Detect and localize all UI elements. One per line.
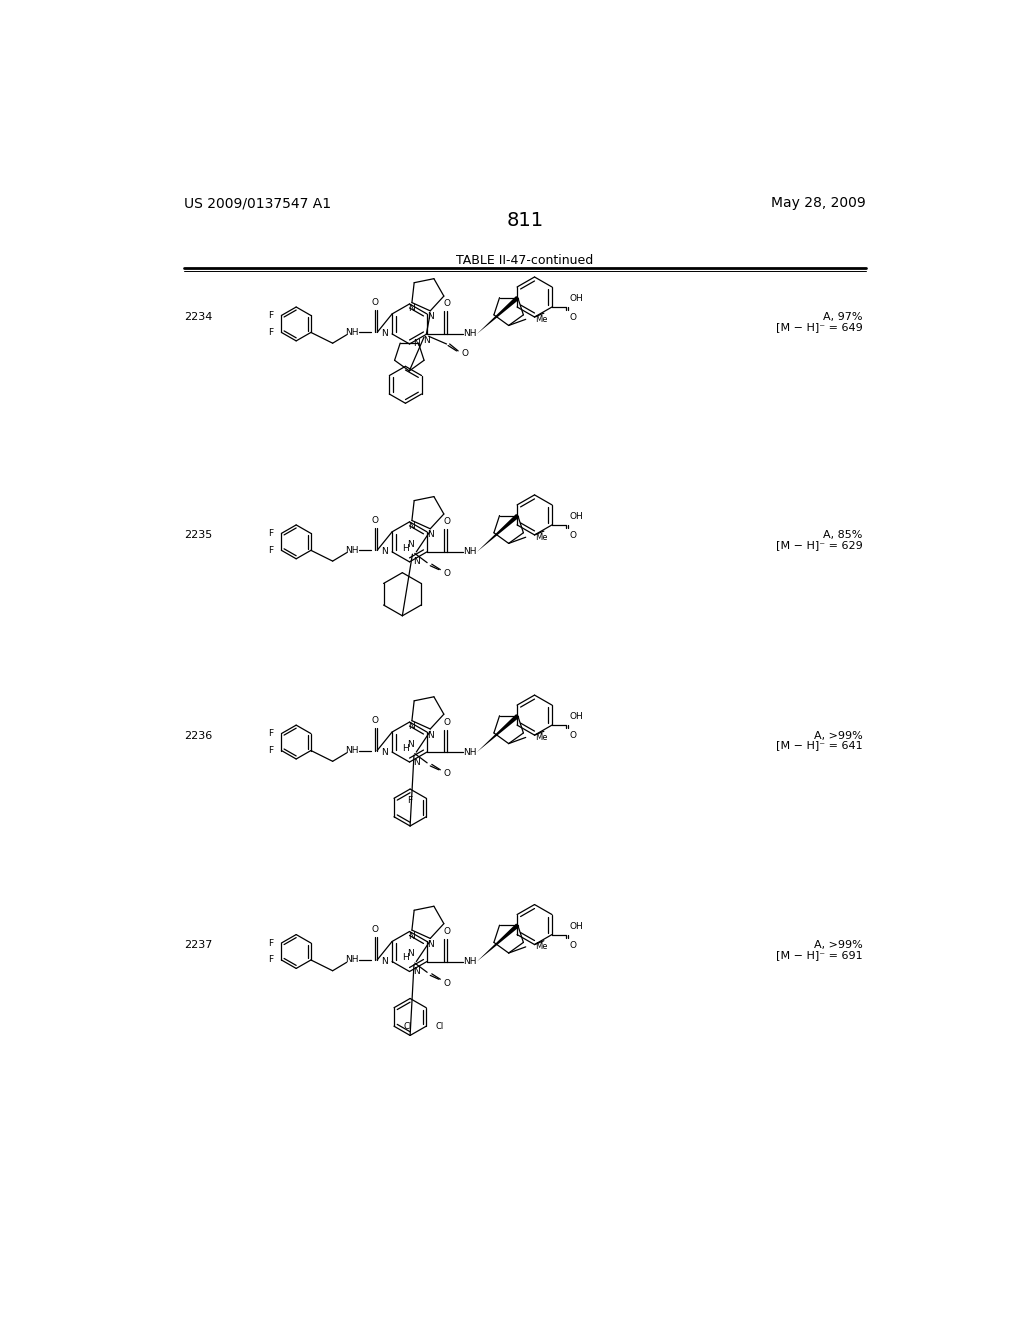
Text: NH: NH — [345, 956, 359, 965]
Text: OH: OH — [569, 294, 584, 304]
Text: N: N — [427, 531, 433, 540]
Text: OH: OH — [569, 713, 584, 721]
Polygon shape — [477, 513, 519, 552]
Text: O: O — [569, 531, 577, 540]
Text: O: O — [443, 300, 450, 309]
Text: F: F — [267, 956, 272, 965]
Text: F: F — [267, 746, 272, 755]
Text: [M − H]⁻ = 649: [M − H]⁻ = 649 — [776, 322, 862, 333]
Text: F: F — [267, 327, 272, 337]
Text: NH: NH — [463, 330, 476, 338]
Text: O: O — [443, 770, 451, 779]
Text: [M − H]⁻ = 629: [M − H]⁻ = 629 — [776, 540, 862, 550]
Text: O: O — [461, 350, 468, 359]
Text: N: N — [427, 730, 433, 739]
Text: Cl: Cl — [435, 1022, 443, 1031]
Text: N: N — [382, 330, 388, 338]
Text: [M − H]⁻ = 641: [M − H]⁻ = 641 — [776, 741, 862, 751]
Text: O: O — [569, 941, 577, 949]
Text: NH: NH — [463, 548, 476, 556]
Text: H: H — [402, 743, 409, 752]
Text: NH: NH — [345, 546, 359, 554]
Text: N: N — [382, 747, 388, 756]
Text: F: F — [267, 529, 272, 537]
Text: OH: OH — [569, 512, 584, 521]
Text: N: N — [409, 932, 416, 941]
Text: A, 97%: A, 97% — [823, 313, 862, 322]
Text: F: F — [408, 796, 413, 805]
Text: US 2009/0137547 A1: US 2009/0137547 A1 — [183, 197, 331, 210]
Text: H: H — [402, 953, 409, 962]
Text: Me: Me — [535, 315, 548, 323]
Text: 2236: 2236 — [183, 730, 212, 741]
Text: O: O — [443, 718, 450, 726]
Text: O: O — [569, 313, 577, 322]
Text: N: N — [414, 339, 420, 348]
Text: O: O — [443, 927, 450, 936]
Text: N: N — [409, 722, 416, 731]
Text: H: H — [402, 544, 409, 553]
Text: O: O — [443, 569, 451, 578]
Text: O: O — [372, 715, 378, 725]
Text: NH: NH — [463, 747, 476, 756]
Text: N: N — [423, 337, 430, 346]
Text: 2234: 2234 — [183, 313, 212, 322]
Text: N: N — [407, 949, 414, 958]
Text: F: F — [267, 546, 272, 554]
Text: N: N — [409, 304, 416, 313]
Text: May 28, 2009: May 28, 2009 — [771, 197, 866, 210]
Text: A, 85%: A, 85% — [823, 531, 862, 540]
Text: F: F — [267, 729, 272, 738]
Text: 2235: 2235 — [183, 531, 212, 540]
Text: 811: 811 — [506, 210, 544, 230]
Text: O: O — [372, 516, 378, 525]
Text: [M − H]⁻ = 691: [M − H]⁻ = 691 — [776, 950, 862, 960]
Text: OH: OH — [569, 921, 584, 931]
Text: A, >99%: A, >99% — [814, 730, 862, 741]
Text: N: N — [382, 548, 388, 556]
Text: Me: Me — [535, 942, 548, 952]
Text: NH: NH — [345, 327, 359, 337]
Text: N: N — [409, 521, 416, 531]
Text: O: O — [443, 978, 451, 987]
Text: 2237: 2237 — [183, 940, 212, 950]
Text: O: O — [372, 925, 378, 935]
Text: N: N — [382, 957, 388, 966]
Text: Cl: Cl — [403, 1022, 412, 1031]
Text: N: N — [427, 313, 433, 321]
Text: TABLE II-47-continued: TABLE II-47-continued — [456, 253, 594, 267]
Text: N: N — [414, 968, 420, 975]
Text: O: O — [443, 517, 450, 527]
Text: NH: NH — [463, 957, 476, 966]
Text: N: N — [407, 540, 414, 549]
Text: Me: Me — [535, 733, 548, 742]
Text: O: O — [569, 731, 577, 741]
Polygon shape — [477, 296, 519, 334]
Text: Me: Me — [535, 533, 548, 541]
Text: N: N — [414, 557, 420, 566]
Text: A, >99%: A, >99% — [814, 940, 862, 950]
Text: N: N — [414, 758, 420, 767]
Text: N: N — [407, 741, 414, 748]
Text: N: N — [427, 940, 433, 949]
Text: F: F — [267, 939, 272, 948]
Polygon shape — [477, 924, 519, 961]
Text: NH: NH — [345, 746, 359, 755]
Text: O: O — [372, 298, 378, 306]
Polygon shape — [477, 714, 519, 752]
Text: F: F — [267, 312, 272, 319]
